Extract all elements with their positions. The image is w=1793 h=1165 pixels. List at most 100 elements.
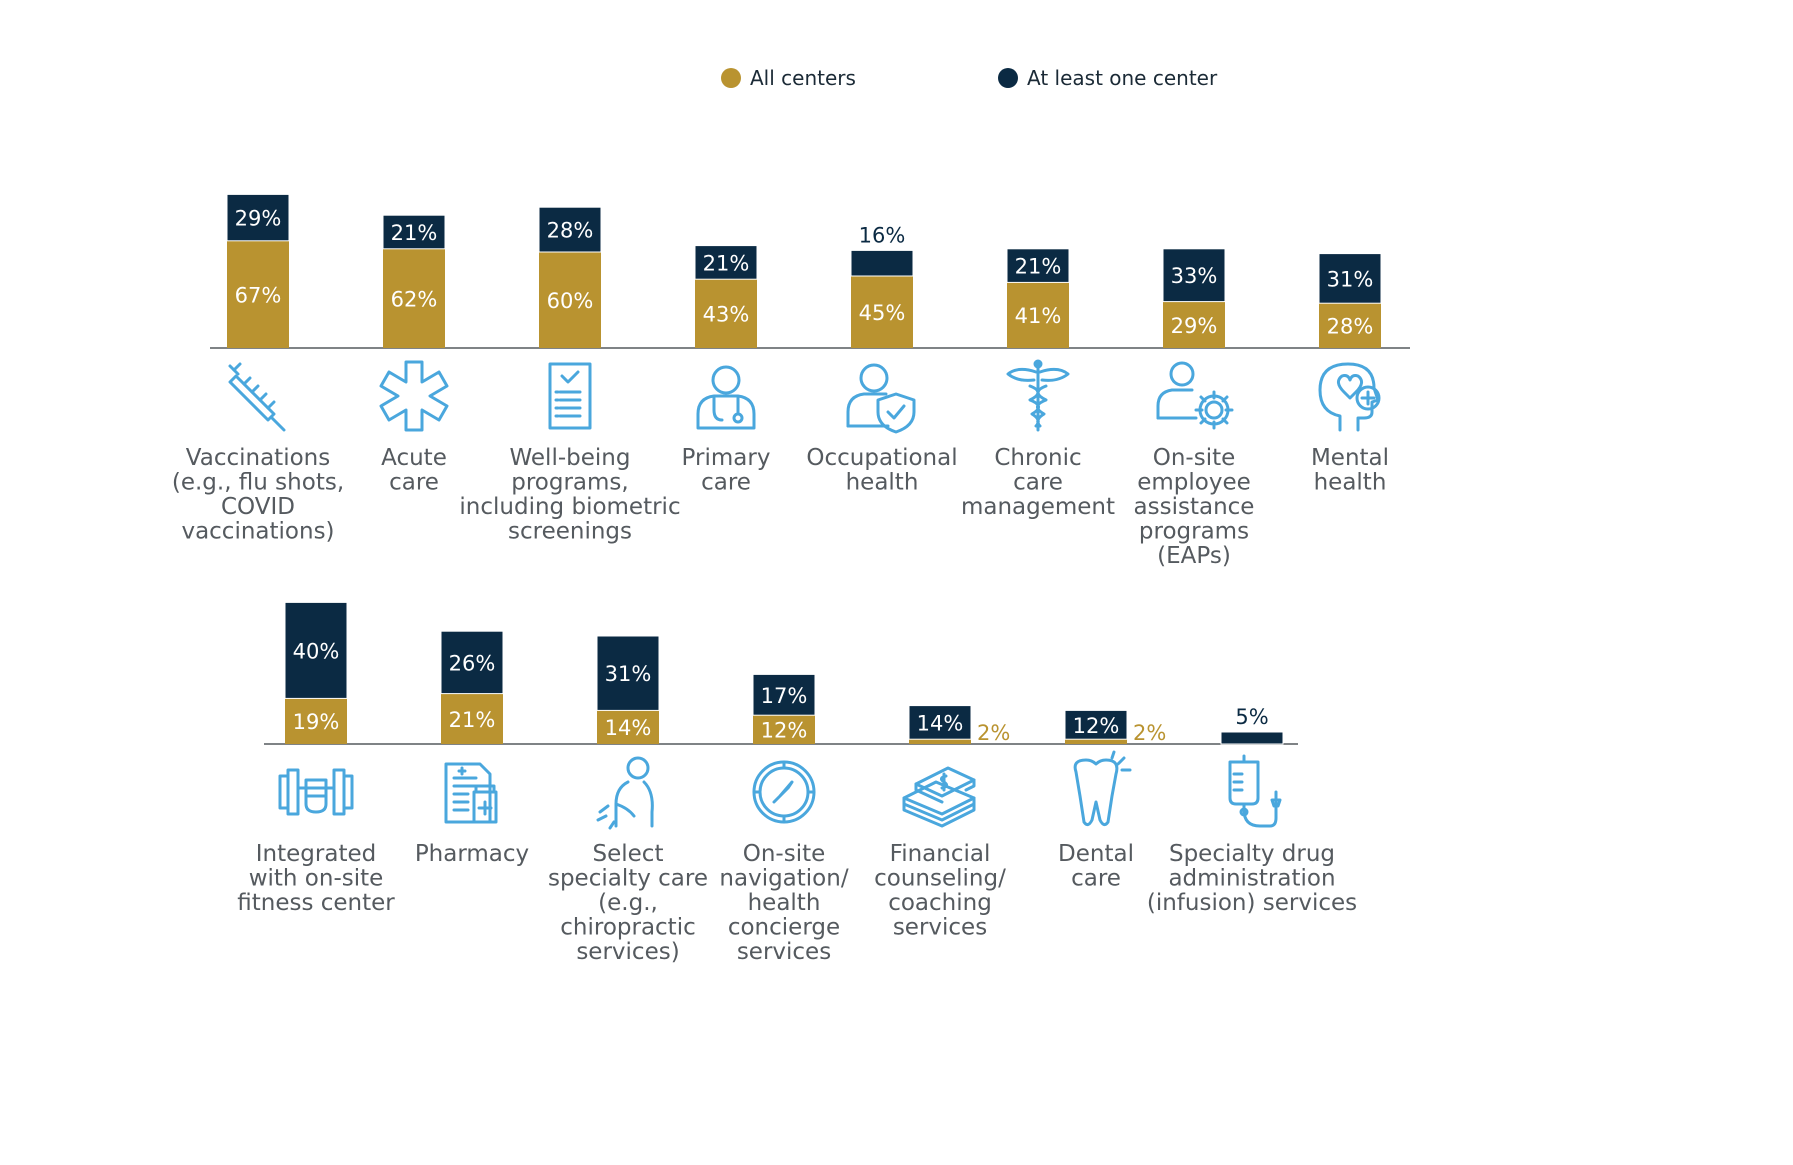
bar-at-least-one-center [284, 601, 348, 699]
data-label-all-centers: 43% [703, 303, 750, 327]
bar-group: 67% 29% Vaccinations (e.g., flu shots, COVID… [172, 193, 344, 545]
bar-at-least-one-center [850, 249, 914, 277]
data-label-at-least-one-center: 12% [1073, 714, 1120, 738]
category-label: Vaccinations (e.g., flu shots, COVID vaccin… [172, 445, 344, 545]
data-label-all-centers: 2% [1133, 721, 1166, 745]
bar-all-centers [383, 248, 445, 348]
bar-all-centers [851, 276, 913, 348]
bar-at-least-one-center [596, 635, 660, 711]
dumbbell-icon [278, 768, 354, 816]
checklist-clipboard-icon [548, 362, 592, 430]
legend: All centers At least one center [721, 66, 1218, 90]
bar-all-centers [1007, 282, 1069, 348]
bar-all-centers [1319, 303, 1381, 348]
bar-at-least-one-center [1220, 731, 1284, 745]
data-label-all-centers: 14% [605, 716, 652, 740]
data-label-all-centers: 60% [547, 289, 594, 313]
bar-all-centers [909, 739, 971, 744]
bar-all-centers [539, 252, 601, 348]
bar-all-centers [695, 279, 757, 348]
bar-all-centers [1163, 301, 1225, 348]
back-pain-icon [596, 756, 654, 830]
category-label: On-site employee assistance programs (EAPs) [1134, 445, 1255, 569]
data-label-all-centers: 12% [761, 719, 808, 743]
bar-group: 45% 16% Occupational health [806, 223, 957, 495]
category-label: Well-being programs, including biometric sc… [459, 445, 680, 545]
category-label: Occupational health [806, 445, 957, 496]
bar-group: 2% 14% Financial counseling/coaching service… [874, 705, 1010, 941]
bar-group: 28% 31% Mental health [1311, 253, 1389, 496]
bar-at-least-one-center [1162, 248, 1226, 303]
bar-all-centers [227, 240, 289, 348]
data-label-at-least-one-center: 5% [1235, 705, 1268, 729]
category-label: Chronic care management [961, 445, 1115, 520]
star-of-life-icon [379, 360, 449, 432]
bar-at-least-one-center [1064, 709, 1128, 740]
data-label-all-centers: 41% [1015, 304, 1062, 328]
data-label-at-least-one-center: 17% [761, 684, 808, 708]
category-label: Primary care [682, 445, 771, 496]
bar-all-centers [441, 693, 503, 744]
bar-all-centers [285, 698, 347, 744]
bar-at-least-one-center [1006, 248, 1070, 283]
prescription-icon [444, 762, 498, 824]
caduceus-icon [1006, 359, 1070, 432]
bar-group: 60% 28% Well-being programs, including biome… [459, 206, 681, 545]
category-label: Acute care [381, 445, 447, 496]
data-label-all-centers: 45% [859, 301, 906, 325]
bar-all-centers [597, 710, 659, 744]
bar-at-least-one-center [440, 630, 504, 695]
person-gear-icon [1156, 361, 1234, 430]
bar-at-least-one-center [908, 705, 972, 740]
data-label-at-least-one-center: 33% [1171, 264, 1218, 288]
bar-all-centers [1065, 739, 1127, 744]
bar-group: 43% 21% Primary care [682, 245, 771, 496]
category-label: Specialty drug administration (infusion) s… [1147, 841, 1357, 916]
plot-area: 67% 29% Vaccinations (e.g., flu shots, COVID… [172, 193, 1410, 965]
legend-swatch-all-centers [721, 68, 741, 88]
bar-at-least-one-center [382, 214, 446, 250]
data-label-all-centers: 67% [235, 283, 282, 307]
data-label-at-least-one-center: 14% [917, 711, 964, 735]
category-label: Mental health [1311, 445, 1389, 496]
bar-at-least-one-center [226, 193, 290, 242]
data-label-at-least-one-center: 21% [1015, 255, 1062, 279]
compass-icon [752, 760, 816, 824]
money-stack-icon [902, 766, 976, 828]
data-label-all-centers: 62% [391, 287, 438, 311]
category-label: Pharmacy [415, 841, 529, 867]
bar-group: 62% 21% Acute care [379, 214, 449, 496]
data-label-all-centers: 21% [449, 708, 496, 732]
bar-group: 21% 26% Pharmacy [415, 630, 529, 867]
bar-group: 41% 21% Chronic care management [961, 248, 1115, 520]
tooth-icon [1073, 750, 1132, 827]
head-heart-icon [1318, 362, 1381, 432]
category-label: Financial counseling/coaching services [874, 841, 1006, 941]
bar-group: 14% 31% Select specialty care (e.g., chiropra… [548, 635, 708, 965]
doctor-stethoscope-icon [696, 365, 756, 430]
category-label: On-site navigation/health concierge service… [719, 841, 848, 965]
data-label-at-least-one-center: 21% [391, 221, 438, 245]
data-label-at-least-one-center: 21% [703, 251, 750, 275]
bar-group: 12% 17% On-site navigation/health concierge s… [719, 673, 849, 965]
bar-at-least-one-center [752, 673, 816, 716]
bar-group: 2% 12% Dental care [1058, 709, 1166, 892]
syringe-icon [228, 362, 286, 432]
data-label-all-centers: 29% [1171, 314, 1218, 338]
data-label-at-least-one-center: 26% [449, 651, 496, 675]
bar-at-least-one-center [1318, 253, 1382, 304]
person-shield-icon [846, 363, 916, 434]
bar-at-least-one-center [694, 245, 758, 280]
legend-label-all-centers: All centers [750, 66, 856, 90]
bar-at-least-one-center [538, 206, 602, 253]
legend-swatch-at-least-one-center [998, 68, 1018, 88]
data-label-at-least-one-center: 28% [547, 219, 594, 243]
data-label-all-centers: 2% [977, 721, 1010, 745]
legend-label-at-least-one-center: At least one center [1027, 66, 1218, 90]
category-label: Integrated with on-site fitness center [237, 841, 395, 916]
data-label-at-least-one-center: 16% [859, 223, 906, 247]
data-label-all-centers: 28% [1327, 315, 1374, 339]
data-label-at-least-one-center: 31% [605, 662, 652, 686]
data-label-all-centers: 19% [293, 710, 340, 734]
